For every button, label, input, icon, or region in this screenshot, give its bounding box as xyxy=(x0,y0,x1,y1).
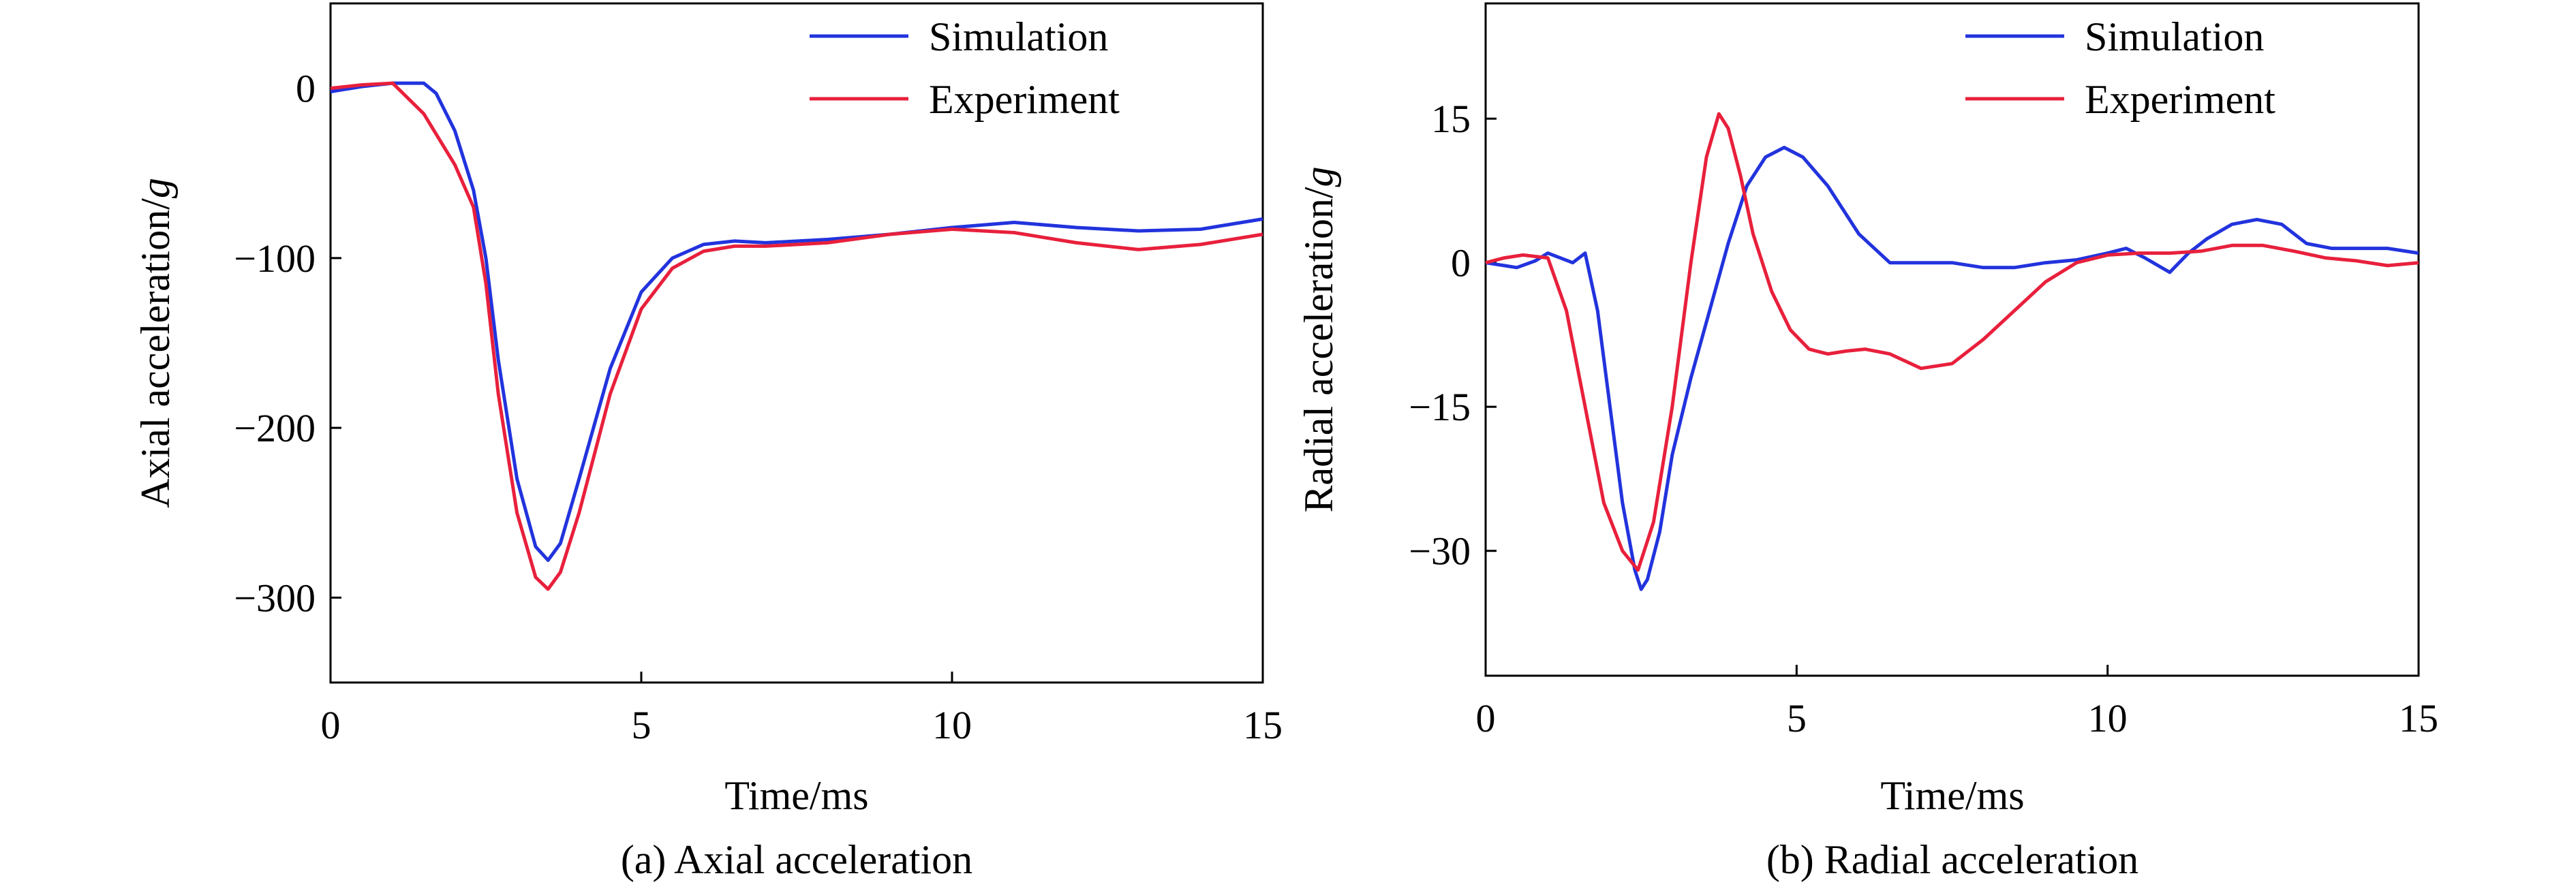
y-axis-title: Axial acceleration/g xyxy=(133,178,178,508)
legend-label-experiment: Experiment xyxy=(2085,77,2275,122)
legend-label-experiment: Experiment xyxy=(929,77,1120,122)
y-axis-title-text: Axial acceleration/ xyxy=(133,198,178,508)
x-tick-label: 5 xyxy=(1787,696,1807,740)
chart-caption: (b) Radial acceleration xyxy=(1766,837,2138,882)
y-axis-title-unit: g xyxy=(133,178,178,198)
series-line-simulation xyxy=(1485,146,2419,591)
x-axis-title: Time/ms xyxy=(1880,773,2024,818)
y-tick-label: −15 xyxy=(1409,385,1471,429)
x-tick-label: 15 xyxy=(1243,703,1283,747)
x-tick-label: 10 xyxy=(932,703,972,747)
y-tick-label: 15 xyxy=(1431,97,1471,141)
chart-caption: (a) Axial acceleration xyxy=(621,837,972,882)
series-line-experiment xyxy=(330,81,1263,591)
plot-frame-axial xyxy=(329,2,1264,684)
x-axis-title: Time/ms xyxy=(724,773,868,818)
plot-frame-radial xyxy=(1484,2,2420,677)
x-tick-label: 0 xyxy=(1476,696,1496,740)
series-line-simulation xyxy=(330,81,1263,562)
x-tick-label: 0 xyxy=(321,703,341,747)
chart-panel-radial: 0 5 10 15 15 0 −15 −30 Simulation Experiment Time/… xyxy=(1296,2,2438,882)
y-axis-title: Radial acceleration/g xyxy=(1296,166,1341,512)
y-tick-label: −30 xyxy=(1409,529,1471,574)
x-tick-label: 10 xyxy=(2088,696,2128,740)
x-tick-label: 15 xyxy=(2399,696,2438,740)
legend-label-simulation: Simulation xyxy=(2085,14,2264,59)
series-line-experiment xyxy=(1485,112,2419,572)
y-tick-label: 0 xyxy=(1451,241,1471,285)
y-tick-label: −300 xyxy=(234,576,316,620)
y-axis-title-unit: g xyxy=(1296,166,1341,187)
y-tick-label: 0 xyxy=(296,67,316,111)
y-tick-label: −100 xyxy=(234,236,316,281)
legend-label-simulation: Simulation xyxy=(929,14,1108,59)
x-tick-label: 5 xyxy=(632,703,651,747)
chart-panel-axial: 0 5 10 15 0 −100 −200 −300 Simulation Experiment T… xyxy=(133,2,1283,882)
y-tick-label: −200 xyxy=(234,406,316,450)
y-axis-title-text: Radial acceleration/ xyxy=(1296,187,1341,512)
